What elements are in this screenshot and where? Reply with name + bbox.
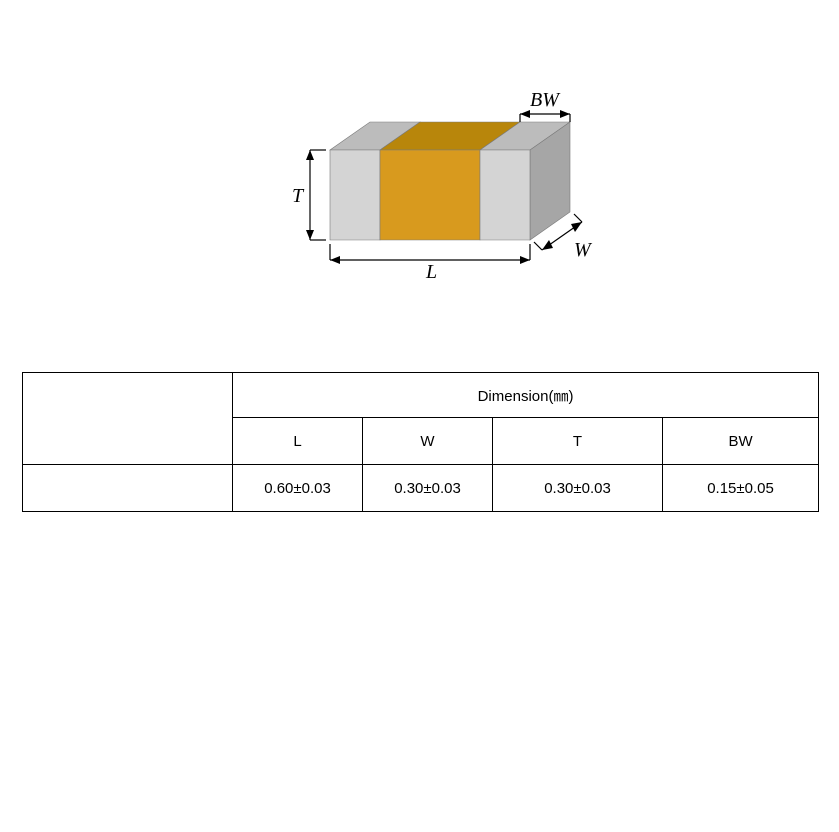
table-header-BW: BW	[663, 418, 819, 465]
dimension-T: T	[292, 150, 326, 240]
label-L: L	[425, 261, 437, 283]
table-header-lead	[23, 373, 233, 465]
table-header-L: L	[233, 418, 363, 465]
dimension-table-container: Dimension(㎜) L W T BW 0.60±0.03 0.30±0.0…	[22, 372, 818, 512]
table-header-group: Dimension(㎜)	[233, 373, 819, 418]
page: T L W	[0, 0, 839, 832]
front-terminal-left	[330, 150, 380, 240]
table-header-T: T	[493, 418, 663, 465]
table-cell-L: 0.60±0.03	[233, 465, 363, 512]
label-BW: BW	[530, 89, 561, 111]
label-W: W	[574, 239, 593, 261]
table-cell-BW: 0.15±0.05	[663, 465, 819, 512]
label-T: T	[292, 185, 305, 207]
table-header-row-group: Dimension(㎜)	[23, 373, 819, 418]
dimension-table: Dimension(㎜) L W T BW 0.60±0.03 0.30±0.0…	[22, 372, 819, 512]
front-body	[380, 150, 480, 240]
table-cell-lead	[23, 465, 233, 512]
table-header-W: W	[363, 418, 493, 465]
component-diagram: T L W	[230, 60, 610, 310]
front-terminal-right	[480, 150, 530, 240]
table-row: 0.60±0.03 0.30±0.03 0.30±0.03 0.15±0.05	[23, 465, 819, 512]
table-cell-W: 0.30±0.03	[363, 465, 493, 512]
component-diagram-container: T L W	[0, 0, 839, 310]
dimension-BW: BW	[520, 89, 570, 122]
table-cell-T: 0.30±0.03	[493, 465, 663, 512]
dimension-L: L	[330, 244, 530, 283]
